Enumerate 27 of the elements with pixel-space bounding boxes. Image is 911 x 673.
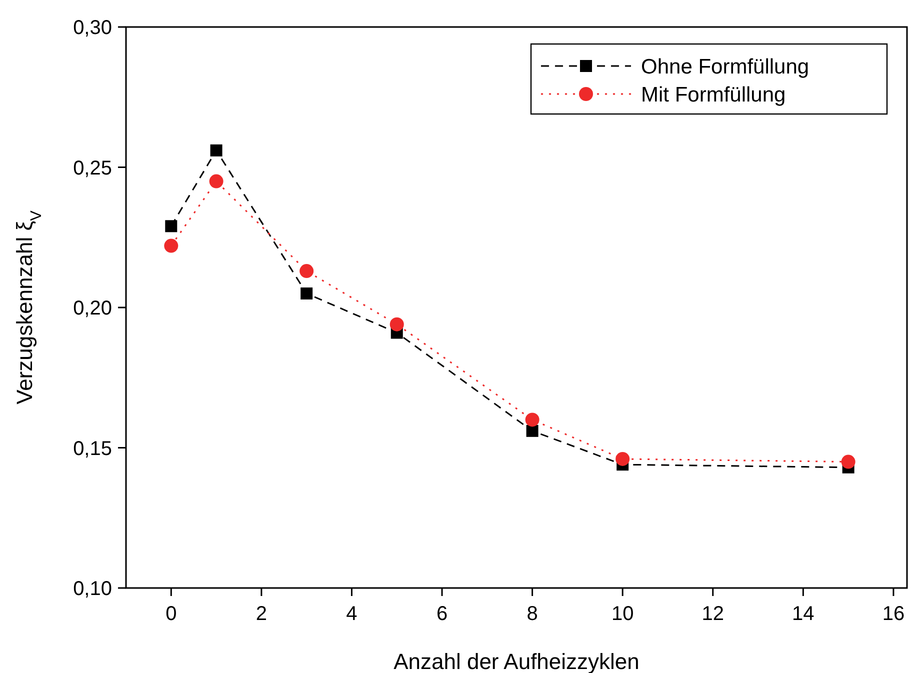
y-tick-label: 0,30 (73, 17, 112, 39)
point (165, 220, 178, 232)
x-tick-label: 6 (436, 603, 448, 625)
y-tick-label: 0,20 (73, 298, 112, 320)
x-tick-label: 14 (792, 603, 814, 625)
legend-label: Mit Formfüllung (641, 83, 786, 106)
point (209, 174, 224, 188)
y-tick-label: 0,25 (73, 157, 112, 180)
point (841, 454, 856, 469)
point (526, 424, 538, 437)
x-tick-label: 12 (702, 603, 724, 625)
legend-label: Ohne Formfüllung (641, 55, 810, 78)
point (210, 144, 222, 156)
point (525, 412, 540, 427)
point (164, 238, 178, 253)
x-tick-label: 0 (166, 603, 177, 625)
x-tick-label: 4 (346, 603, 358, 625)
y-tick-label: 0,15 (73, 438, 112, 460)
point (300, 264, 314, 278)
y-tick-label: 0,10 (73, 578, 112, 600)
point (390, 317, 404, 332)
point (300, 287, 313, 300)
x-tick-label: 8 (526, 603, 538, 625)
x-tick-label: 10 (611, 603, 634, 625)
x-tick-label: 16 (882, 603, 905, 625)
x-tick-label: 2 (256, 603, 267, 625)
point (616, 452, 630, 466)
